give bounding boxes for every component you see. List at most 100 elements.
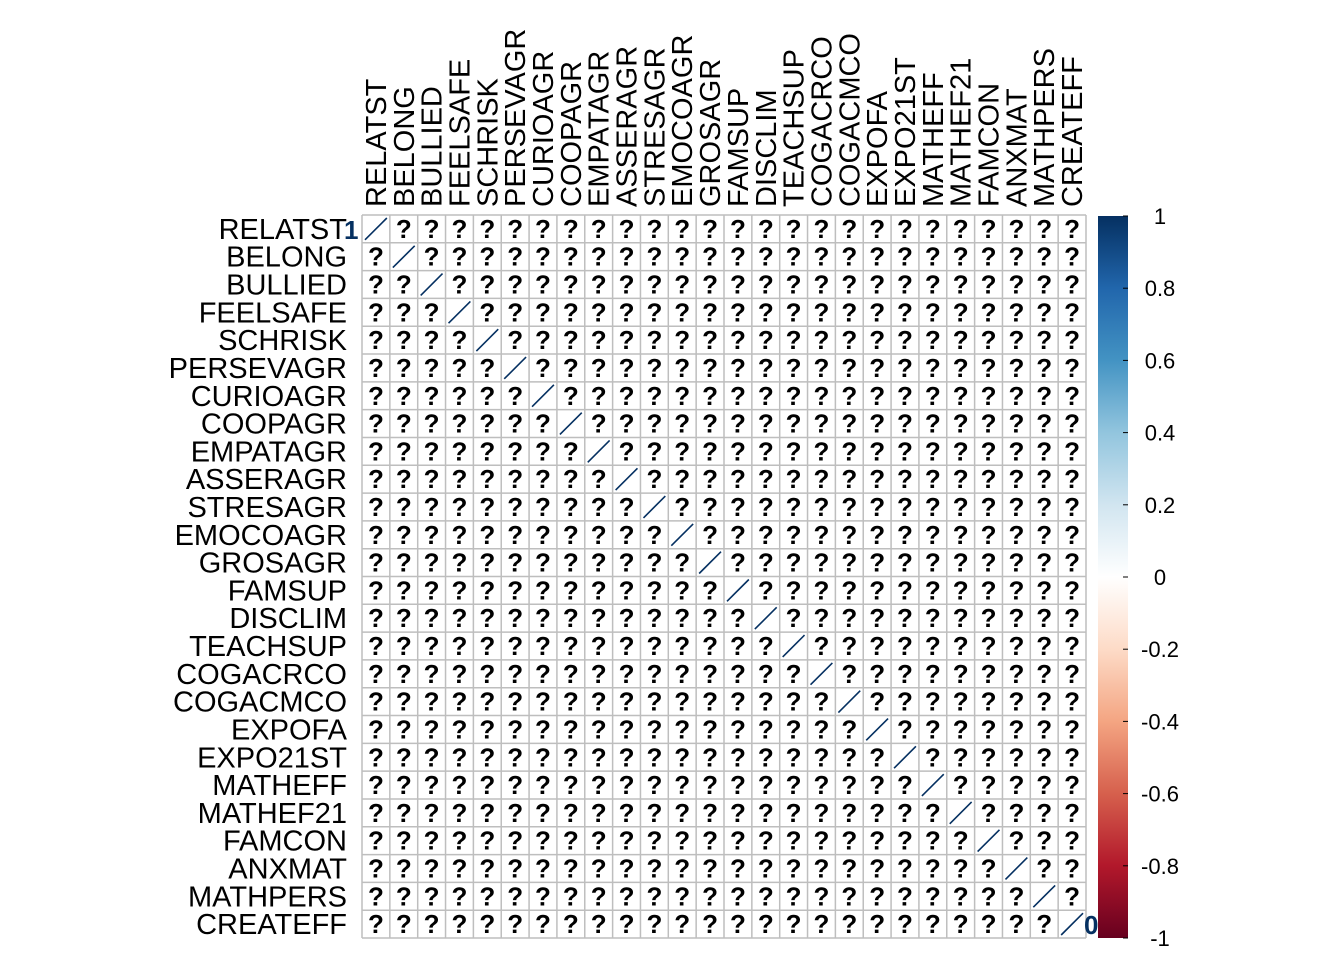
cell-label: ? [674, 409, 690, 439]
cell-label: ? [452, 687, 468, 717]
cell-label: ? [1036, 659, 1052, 689]
cell-label: ? [368, 687, 384, 717]
cell-label: ? [646, 853, 662, 883]
cell-label: ? [869, 436, 885, 466]
colorbar-tick-label: 0.4 [1145, 421, 1176, 446]
cell-label: ? [452, 464, 468, 494]
cell-label: ? [869, 325, 885, 355]
column-label: MATHPERS [1029, 48, 1061, 207]
cell-label: ? [730, 548, 746, 578]
cell-label: ? [1064, 659, 1080, 689]
cell-label: ? [1064, 714, 1080, 744]
cell-label: ? [869, 381, 885, 411]
cell-label: ? [674, 687, 690, 717]
cell-label: ? [897, 909, 913, 939]
cell-label: ? [897, 659, 913, 689]
cell-label: ? [591, 214, 607, 244]
cell-label: ? [953, 575, 969, 605]
cell-label: ? [1064, 270, 1080, 300]
cell-label: ? [674, 297, 690, 327]
cell-label: ? [1064, 575, 1080, 605]
cell-label: ? [396, 798, 412, 828]
cell-label: ? [925, 325, 941, 355]
cell-label: ? [368, 659, 384, 689]
cell-label: ? [424, 659, 440, 689]
diagonal-mark [420, 273, 444, 296]
cell-label: ? [814, 714, 830, 744]
cell-label: ? [702, 270, 718, 300]
cell-label: ? [674, 464, 690, 494]
cell-label: ? [1064, 881, 1080, 911]
cell-label: ? [507, 770, 523, 800]
cell-label: ? [535, 492, 551, 522]
cell-label: ? [1008, 659, 1024, 689]
cell-label: ? [953, 826, 969, 856]
cell-label: ? [953, 353, 969, 383]
cell-label: ? [674, 436, 690, 466]
cell-label: ? [730, 909, 746, 939]
cell-label: ? [981, 520, 997, 550]
cell-label: ? [368, 714, 384, 744]
cell-label: ? [535, 353, 551, 383]
cell-label: ? [841, 242, 857, 272]
cell-label: ? [869, 909, 885, 939]
cell-label: ? [897, 798, 913, 828]
row-label: COOPAGR [201, 409, 347, 441]
cell-label: ? [452, 909, 468, 939]
cell-label: ? [479, 242, 495, 272]
cell-label: ? [452, 353, 468, 383]
cell-label: ? [758, 687, 774, 717]
cell-label: ? [452, 853, 468, 883]
cell-label: ? [591, 325, 607, 355]
column-label: BELONG [389, 86, 421, 207]
cell-label: ? [452, 242, 468, 272]
cell-label: ? [841, 853, 857, 883]
cell-label: ? [786, 798, 802, 828]
cell-label: ? [368, 325, 384, 355]
cell-label: ? [841, 548, 857, 578]
cell-label: ? [424, 909, 440, 939]
colorbar-tick-label: 0.2 [1145, 493, 1176, 518]
cell-label: ? [535, 770, 551, 800]
cell-label: ? [452, 325, 468, 355]
cell-label: ? [1064, 631, 1080, 661]
cell-label: ? [591, 575, 607, 605]
cell-label: ? [730, 742, 746, 772]
cell-label: ? [674, 603, 690, 633]
cell-label: ? [368, 353, 384, 383]
cell-label: ? [368, 603, 384, 633]
cell-label: ? [619, 631, 635, 661]
cell-label: ? [730, 520, 746, 550]
diagonal-mark [921, 773, 945, 797]
cell-label: ? [396, 548, 412, 578]
cell-label: ? [1064, 325, 1080, 355]
cell-label: ? [479, 575, 495, 605]
cell-label: ? [869, 548, 885, 578]
cell-label: ? [702, 770, 718, 800]
cell-label: ? [814, 353, 830, 383]
cell-label: ? [758, 436, 774, 466]
cell-label: ? [646, 826, 662, 856]
cell-label: ? [646, 575, 662, 605]
cell-label: ? [758, 464, 774, 494]
cell-label: ? [981, 214, 997, 244]
cell-label: ? [1008, 714, 1024, 744]
cell-label: ? [452, 409, 468, 439]
cell-label: ? [396, 881, 412, 911]
cell-label: ? [479, 881, 495, 911]
cell-label: ? [368, 742, 384, 772]
cell-label: ? [535, 687, 551, 717]
cell-label: ? [730, 409, 746, 439]
cell-label: ? [758, 242, 774, 272]
cell-label: ? [702, 409, 718, 439]
cell-label: ? [869, 353, 885, 383]
row-label: MATHEFF [212, 770, 347, 802]
cell-label: ? [591, 853, 607, 883]
cell-label: ? [424, 853, 440, 883]
cell-label: ? [368, 409, 384, 439]
cell-label: ? [368, 548, 384, 578]
cell-label: ? [897, 575, 913, 605]
cell-label: ? [646, 381, 662, 411]
cell-label: ? [1008, 603, 1024, 633]
cell-label: ? [758, 909, 774, 939]
